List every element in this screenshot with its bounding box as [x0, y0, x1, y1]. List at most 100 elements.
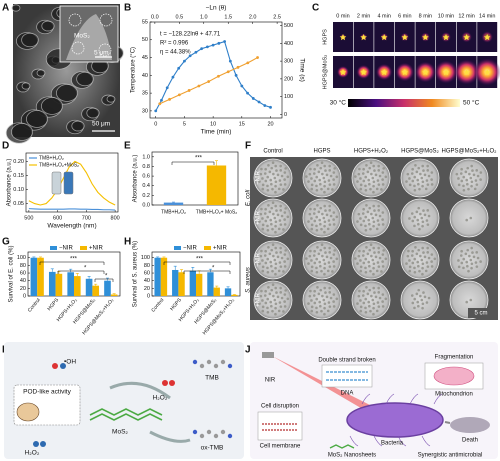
colony — [283, 260, 286, 263]
bar — [55, 273, 63, 296]
colony — [416, 218, 420, 222]
colony — [263, 212, 267, 215]
y-tick-label: 0.4 — [142, 183, 150, 189]
bar — [206, 165, 227, 205]
colony — [366, 252, 370, 256]
colony — [358, 167, 361, 171]
colony — [313, 207, 316, 211]
colony — [271, 187, 274, 191]
error-bar — [215, 285, 219, 288]
colony — [320, 309, 323, 313]
colony — [381, 218, 384, 221]
colony — [282, 270, 285, 273]
petri-dish — [302, 240, 342, 280]
colony — [381, 183, 385, 186]
colony — [273, 216, 277, 220]
colony — [371, 258, 375, 262]
colony — [466, 166, 470, 170]
colony — [269, 300, 273, 304]
sheet — [329, 444, 355, 449]
colony — [278, 179, 282, 182]
colony — [315, 215, 319, 219]
colony — [332, 171, 336, 174]
colony — [460, 249, 463, 253]
colony — [263, 254, 267, 257]
error-bar — [156, 256, 160, 258]
petri-dish — [351, 158, 391, 198]
colony — [416, 300, 420, 304]
colony — [274, 184, 277, 188]
colony — [324, 251, 327, 254]
panel-label: C — [312, 3, 319, 14]
bar — [213, 287, 220, 296]
scheme-label: •OH — [64, 359, 76, 366]
colony — [475, 265, 479, 268]
colony — [476, 256, 480, 260]
colony — [315, 175, 319, 179]
colony — [377, 291, 381, 294]
colony — [277, 187, 281, 191]
colony — [283, 253, 287, 256]
colony — [267, 163, 270, 167]
colony — [323, 180, 327, 184]
y-tick-label: 0.6 — [142, 174, 150, 180]
colony — [280, 256, 284, 260]
colony — [459, 254, 463, 257]
colony — [323, 286, 326, 290]
bar — [154, 257, 161, 296]
x-tick-label: 10 — [210, 121, 216, 127]
colony — [323, 184, 326, 188]
colony — [274, 272, 277, 276]
atom — [40, 441, 46, 447]
bar — [178, 272, 185, 296]
scheme-label: POD-like activity — [23, 389, 71, 396]
y-tick-label: 60 — [144, 270, 150, 276]
row-label: +NIR — [256, 210, 262, 225]
colony — [261, 217, 264, 220]
membrane-box — [257, 411, 303, 441]
colony — [361, 172, 365, 175]
colony — [274, 246, 277, 250]
colony — [421, 262, 425, 266]
bar — [85, 278, 93, 296]
marker — [200, 47, 204, 51]
x-axis-label: Time (min) — [201, 129, 232, 136]
colony — [309, 167, 312, 171]
colony — [475, 169, 479, 172]
colony — [315, 184, 318, 188]
colony — [430, 253, 434, 256]
y-tick-label: 100 — [17, 255, 26, 261]
colony — [413, 215, 417, 219]
pore — [36, 69, 46, 77]
scheme-label: Fragmentation — [435, 355, 474, 361]
colony — [321, 294, 324, 298]
colony — [272, 212, 275, 216]
y-tick-label: 0.15 — [13, 173, 24, 179]
colony — [465, 218, 469, 222]
y-tick-label: 0.05 — [13, 201, 24, 207]
colony — [264, 207, 267, 211]
y2-tick-label: 300 — [284, 59, 293, 65]
row-label: +NIR — [256, 292, 262, 307]
colony — [310, 259, 313, 262]
colony — [413, 266, 416, 270]
colony — [319, 264, 322, 268]
bar — [224, 288, 232, 296]
colony — [460, 167, 463, 171]
colony — [335, 215, 339, 219]
colony — [377, 164, 380, 168]
colony — [328, 223, 332, 226]
marker — [165, 86, 169, 90]
colony — [421, 272, 424, 276]
colony — [362, 301, 366, 305]
colony — [319, 182, 322, 186]
error-bar — [94, 283, 98, 286]
marker — [207, 80, 211, 83]
colony — [469, 258, 473, 262]
colony — [368, 248, 372, 252]
colony — [419, 254, 422, 258]
colony — [279, 286, 282, 290]
x2-axis-label: −Ln (θ) — [206, 5, 227, 12]
colony — [426, 209, 430, 212]
petri-dish — [302, 158, 342, 198]
